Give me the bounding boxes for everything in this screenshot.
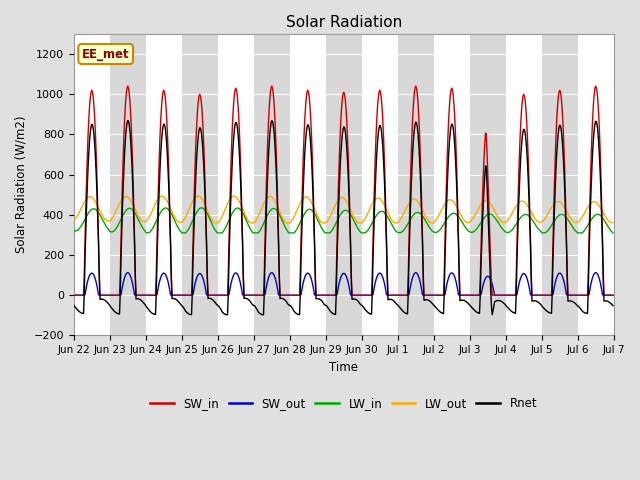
Bar [506, 34, 541, 336]
Title: Solar Radiation: Solar Radiation [285, 15, 402, 30]
Bar [326, 34, 362, 336]
Text: EE_met: EE_met [82, 48, 129, 60]
Bar [398, 34, 434, 336]
Bar [578, 34, 614, 336]
Bar [110, 34, 146, 336]
Bar [541, 34, 578, 336]
Bar [218, 34, 254, 336]
Bar [470, 34, 506, 336]
Bar [182, 34, 218, 336]
Bar [434, 34, 470, 336]
X-axis label: Time: Time [329, 360, 358, 374]
Bar [146, 34, 182, 336]
Y-axis label: Solar Radiation (W/m2): Solar Radiation (W/m2) [15, 116, 28, 253]
Legend: SW_in, SW_out, LW_in, LW_out, Rnet: SW_in, SW_out, LW_in, LW_out, Rnet [146, 393, 542, 415]
Bar [254, 34, 290, 336]
Bar [74, 34, 110, 336]
Bar [362, 34, 398, 336]
Bar [290, 34, 326, 336]
